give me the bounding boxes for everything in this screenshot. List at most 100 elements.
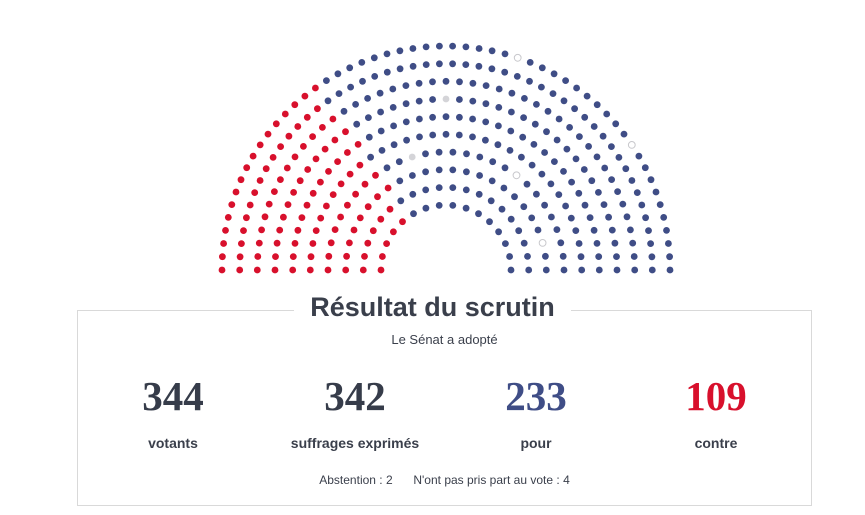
- seat-pour: [449, 60, 456, 68]
- seat-contre: [296, 177, 304, 185]
- seat-contre: [377, 266, 385, 274]
- seat-pour: [396, 47, 404, 55]
- seat-contre: [344, 201, 351, 209]
- seat-pour: [560, 168, 567, 175]
- seat-pour: [365, 114, 372, 121]
- seat-pour: [541, 149, 548, 156]
- seat-pour: [442, 113, 450, 121]
- seat-contre: [277, 143, 284, 151]
- seat-pour: [593, 101, 601, 109]
- seat-pour: [541, 201, 548, 209]
- seat-pour: [500, 184, 508, 192]
- npp-value: 4: [563, 473, 570, 487]
- seat-pour: [549, 90, 557, 97]
- seat-pour: [593, 153, 601, 161]
- seat-pour: [538, 170, 546, 178]
- seat-contre: [254, 253, 262, 260]
- seat-pour: [487, 197, 495, 205]
- seat-pour: [422, 204, 430, 212]
- seat-pour: [335, 90, 343, 97]
- seat-pour: [501, 68, 509, 76]
- seat-pour: [645, 227, 652, 235]
- seat-pour: [656, 201, 664, 209]
- seat-pour: [389, 85, 397, 93]
- pour-value: 233: [505, 373, 567, 419]
- seat-pour: [365, 133, 373, 141]
- seat-pour: [376, 89, 384, 97]
- seat-contre: [361, 253, 368, 260]
- seat-pour: [538, 83, 545, 91]
- seat-pour: [449, 42, 456, 50]
- seat-pour: [544, 107, 552, 115]
- seat-contre: [253, 266, 261, 274]
- seat-pour: [531, 120, 539, 128]
- seat-pour: [557, 239, 565, 247]
- seat-pour: [463, 150, 470, 158]
- hemicycle-chart: [218, 42, 674, 274]
- seat-pour: [652, 188, 660, 196]
- seat-pour: [513, 73, 521, 80]
- seat-contre: [291, 101, 299, 109]
- seat-pour: [581, 201, 589, 209]
- exprimes-label: suffrages exprimés: [290, 435, 420, 451]
- seat-contre: [255, 239, 263, 247]
- seat-pour: [583, 92, 591, 100]
- seat-pour: [595, 189, 602, 196]
- seat-pour: [611, 239, 619, 247]
- seat-npp: [538, 239, 547, 247]
- seat-pour: [442, 77, 450, 85]
- seat-pour: [520, 114, 527, 121]
- seat-pour: [619, 200, 627, 208]
- seat-contre: [390, 228, 397, 236]
- seat-pour: [575, 189, 583, 197]
- seat-pour: [370, 54, 378, 62]
- seat-pour: [495, 104, 503, 111]
- seat-contre: [350, 226, 358, 234]
- seat-contre: [312, 84, 319, 92]
- seat-contre: [317, 214, 325, 222]
- seat-contre: [386, 205, 394, 213]
- seat-pour: [416, 133, 423, 141]
- seat-pour: [647, 176, 655, 184]
- seat-pour: [530, 141, 538, 148]
- seat-pour: [623, 213, 631, 221]
- seat-pour: [547, 180, 555, 188]
- seat-contre: [306, 266, 314, 274]
- seat-pour: [508, 108, 515, 116]
- seat-contre: [236, 266, 244, 274]
- seat-pour: [605, 213, 612, 221]
- seat-pour: [390, 122, 397, 130]
- seat-contre: [273, 239, 281, 247]
- abstention-label: Abstention :: [319, 473, 383, 487]
- seat-pour: [660, 214, 668, 221]
- seat-pour: [346, 64, 354, 72]
- seat-contre: [228, 201, 236, 209]
- seat-contre: [265, 200, 273, 208]
- seat-pour: [435, 166, 443, 174]
- seat-pour: [534, 226, 542, 234]
- seat-pour: [555, 115, 563, 123]
- seat-pour: [638, 201, 646, 209]
- seat-pour: [507, 266, 515, 274]
- seat-pour: [495, 228, 502, 236]
- votants-label: votants: [148, 435, 198, 451]
- seat-pour: [614, 188, 621, 196]
- seat-contre: [262, 165, 270, 173]
- seat-pour: [347, 83, 354, 91]
- seat-contre: [243, 164, 251, 172]
- seat-pour: [429, 131, 437, 139]
- seat-pour: [612, 120, 620, 128]
- seat-contre: [249, 152, 257, 160]
- seat-pour: [456, 113, 463, 121]
- seat-contre: [276, 226, 284, 234]
- seat-contre: [269, 154, 277, 161]
- stat-contre: 109 contre: [616, 373, 816, 451]
- seat-contre: [361, 180, 369, 188]
- seat-contre: [256, 141, 264, 149]
- seat-pour: [666, 253, 673, 261]
- seat-pour: [462, 204, 470, 212]
- seat-pour: [560, 266, 568, 274]
- page-title: Résultat du scrutin: [294, 290, 571, 324]
- seat-contre: [291, 240, 299, 247]
- seat-pour: [415, 97, 423, 105]
